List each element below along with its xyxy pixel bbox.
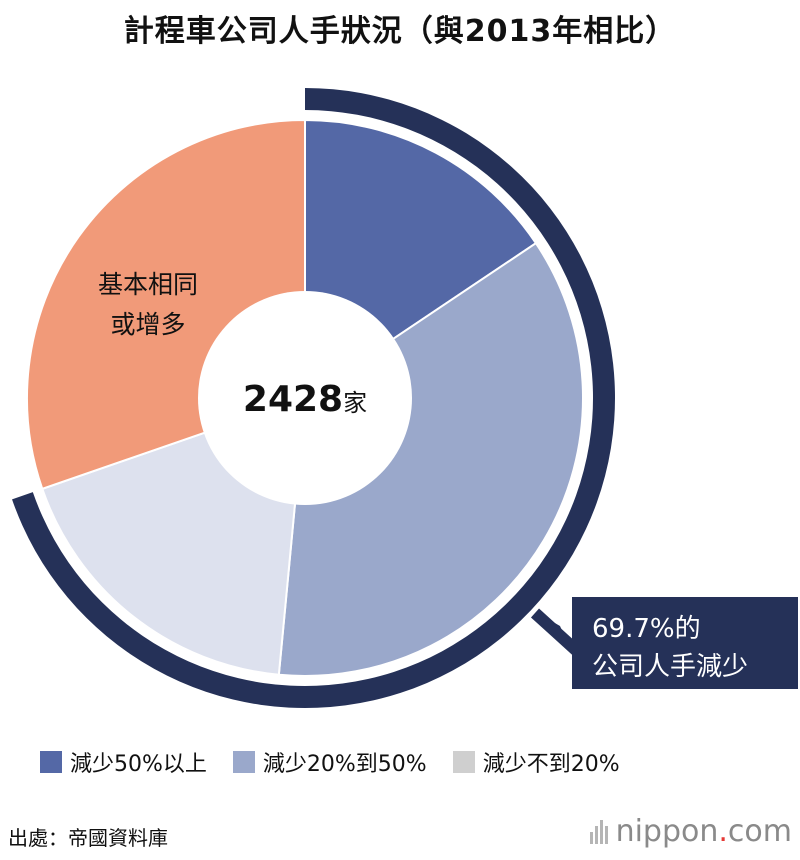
legend-swatch <box>40 751 62 773</box>
callout-box <box>572 597 798 689</box>
slice-label-same-or-more-line1: 基本相同 <box>98 270 198 299</box>
legend-label: 減少不到20% <box>482 752 620 777</box>
slice-decrease-20-50 <box>277 241 584 677</box>
donut-hole <box>198 291 412 505</box>
callout-line2: 公司人手減少 <box>592 652 748 682</box>
chart-legend: 減少50%以上 減少20%到50% 減少不到20% <box>40 746 780 778</box>
callout-line1: 69.7%的 <box>592 614 701 644</box>
total-companies-label: 2428家 <box>243 379 367 420</box>
legend-label: 減少20%到50% <box>262 752 427 777</box>
brand-tld: com <box>727 814 792 849</box>
brand-name: nippon <box>615 814 719 849</box>
brand-dot: . <box>718 814 728 849</box>
slice-label-same-or-more-line2: 或增多 <box>110 310 185 339</box>
source-note: 出處：帝國資料庫 <box>8 826 168 850</box>
legend-item-decrease-50-plus: 減少50%以上 <box>40 746 207 778</box>
brand-logo: nippon. com <box>589 814 792 849</box>
legend-swatch <box>232 751 255 773</box>
logo-bars-icon <box>589 819 608 844</box>
legend-item-decrease-20-50: 減少20%到50% <box>232 746 427 778</box>
legend-item-decrease-under-20: 減少不到20% <box>452 746 620 778</box>
legend-label: 減少50%以上 <box>70 752 207 777</box>
callout-leader <box>530 608 583 657</box>
chart-title: 計程車公司人手狀況（與2013年相比） <box>123 14 677 49</box>
legend-swatch <box>452 751 475 773</box>
